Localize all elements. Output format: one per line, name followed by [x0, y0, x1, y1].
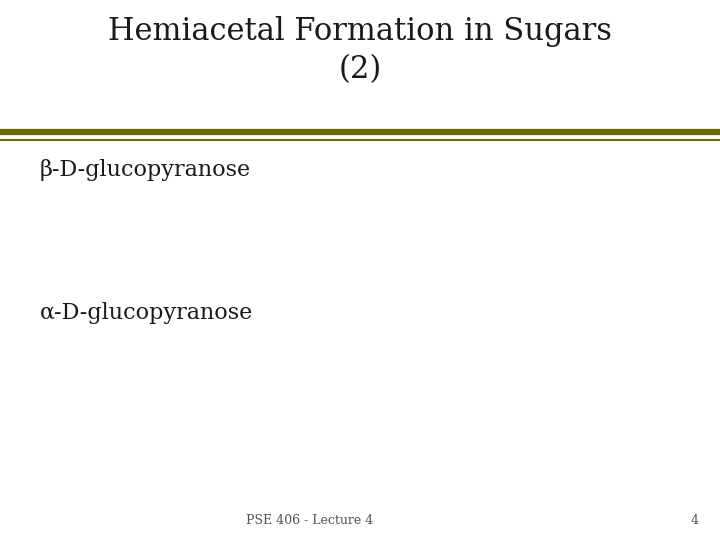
Text: 4: 4	[690, 514, 698, 526]
Text: β-D-glucopyranose: β-D-glucopyranose	[40, 159, 251, 181]
Text: α-D-glucopyranose: α-D-glucopyranose	[40, 302, 253, 324]
Text: Hemiacetal Formation in Sugars
(2): Hemiacetal Formation in Sugars (2)	[108, 16, 612, 85]
Text: PSE 406 - Lecture 4: PSE 406 - Lecture 4	[246, 514, 373, 526]
